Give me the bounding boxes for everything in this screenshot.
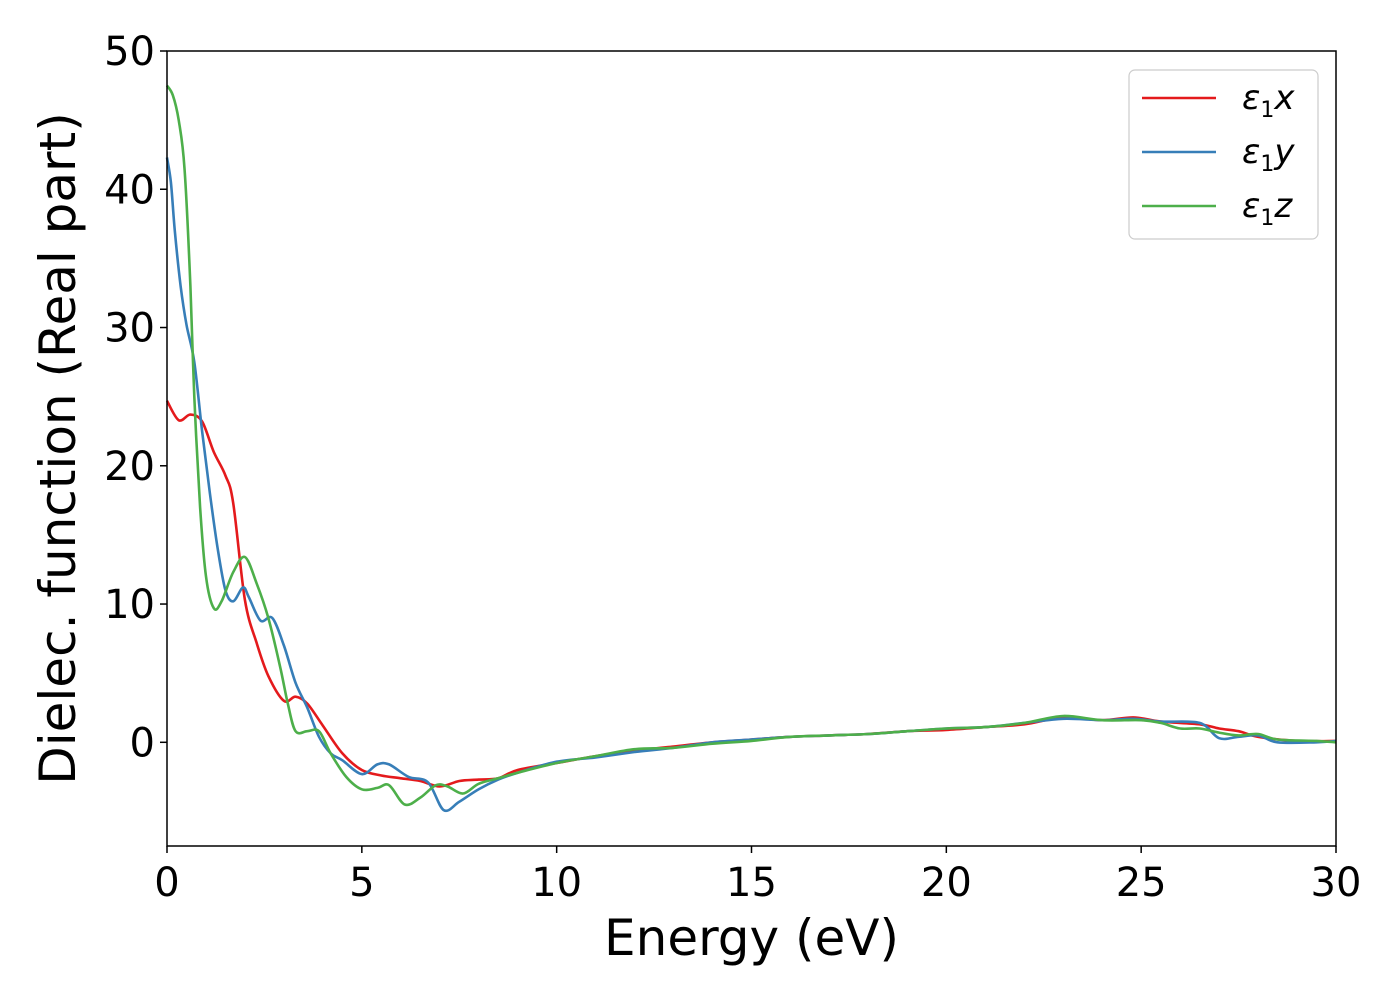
y-tick-label: 50 — [104, 29, 155, 75]
legend-label-y: ε1y — [1242, 132, 1295, 177]
y-tick-label: 40 — [104, 167, 155, 213]
x-axis-label: Energy (eV) — [604, 909, 899, 967]
legend: ε1x ε1y ε1z — [1128, 69, 1319, 240]
x-tick-label: 20 — [921, 860, 972, 906]
y-tick-label: 30 — [104, 306, 155, 352]
x-tick-label: 30 — [1311, 860, 1362, 906]
y-tick-label: 0 — [130, 720, 155, 766]
x-tick-label: 5 — [349, 860, 374, 906]
series-layer — [165, 84, 1337, 813]
x-tick-label: 0 — [154, 860, 179, 906]
x-tick-label: 10 — [531, 860, 582, 906]
y-tick-label: 10 — [104, 582, 155, 628]
series-line-y — [165, 157, 1337, 813]
series-line-x — [165, 400, 1337, 788]
x-tick-label: 25 — [1116, 860, 1167, 906]
legend-box — [1128, 69, 1319, 240]
y-axis-label: Dielec. function (Real part) — [29, 112, 87, 784]
x-tick-label: 15 — [726, 860, 777, 906]
series-line-z — [165, 84, 1337, 807]
tick-layer: 0 5 10 15 20 25 30 0 10 20 30 40 50 — [104, 29, 1361, 906]
legend-label-x: ε1x — [1242, 78, 1295, 123]
legend-label-z: ε1z — [1242, 186, 1293, 231]
y-tick-label: 20 — [104, 444, 155, 490]
